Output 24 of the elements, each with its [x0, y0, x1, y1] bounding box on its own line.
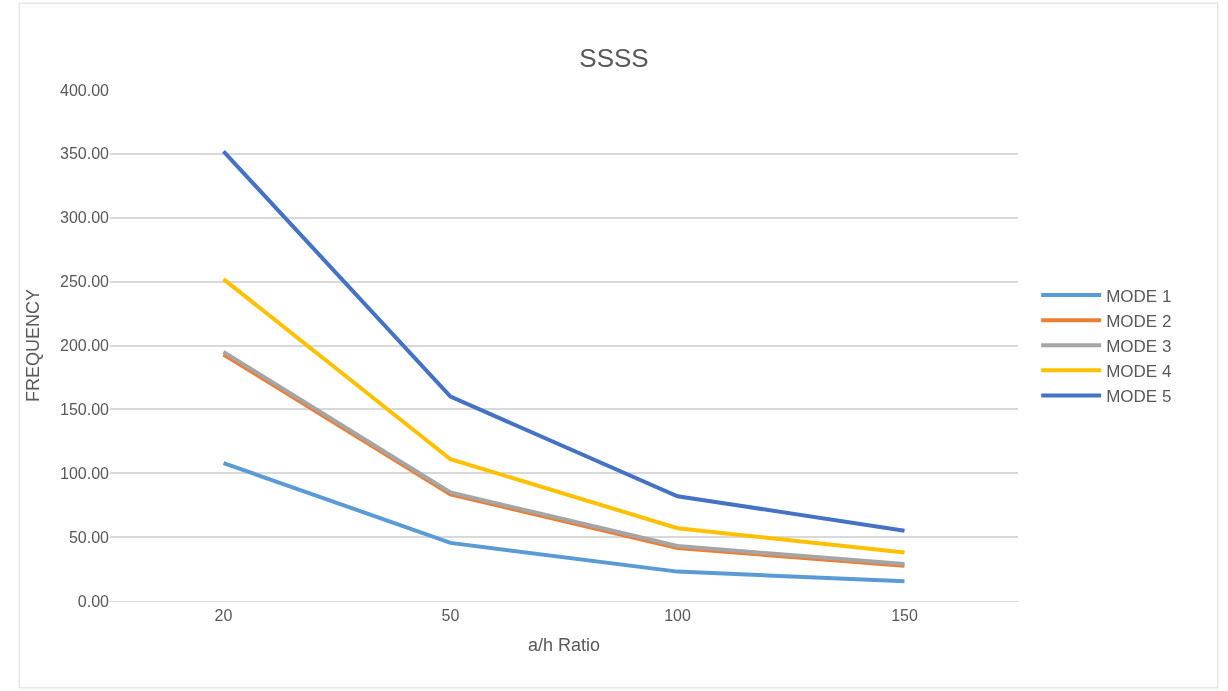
y-tick-label: 350.00	[60, 145, 110, 163]
y-tick-label: 150.00	[60, 400, 110, 418]
x-tick-label: 20	[214, 607, 233, 625]
y-axis-title: FREQUENCY	[23, 288, 44, 403]
x-axis-title: a/h Ratio	[527, 635, 601, 656]
line-series	[221, 149, 907, 533]
line-series	[221, 277, 907, 555]
y-tick-label: 50.00	[68, 528, 110, 546]
y-tick-label: 200.00	[60, 337, 110, 355]
y-tick-label: 300.00	[60, 209, 110, 227]
y-tick-label: 250.00	[60, 273, 110, 291]
legend-label: MODE 5	[1106, 387, 1172, 407]
x-tick-label: 100	[664, 607, 691, 625]
legend-label: MODE 2	[1106, 311, 1172, 331]
legend-label: MODE 3	[1106, 336, 1172, 356]
x-tick-label: 150	[891, 607, 918, 625]
legend-label: MODE 4	[1106, 361, 1172, 381]
y-tick-label: 400.00	[60, 81, 110, 99]
y-tick-label: 100.00	[60, 464, 110, 482]
legend-label: MODE 1	[1106, 286, 1172, 306]
y-tick-label: 0.00	[77, 592, 110, 610]
chart-title: SSSS	[579, 42, 649, 73]
x-tick-label: 50	[441, 607, 460, 625]
line-series	[221, 461, 907, 584]
